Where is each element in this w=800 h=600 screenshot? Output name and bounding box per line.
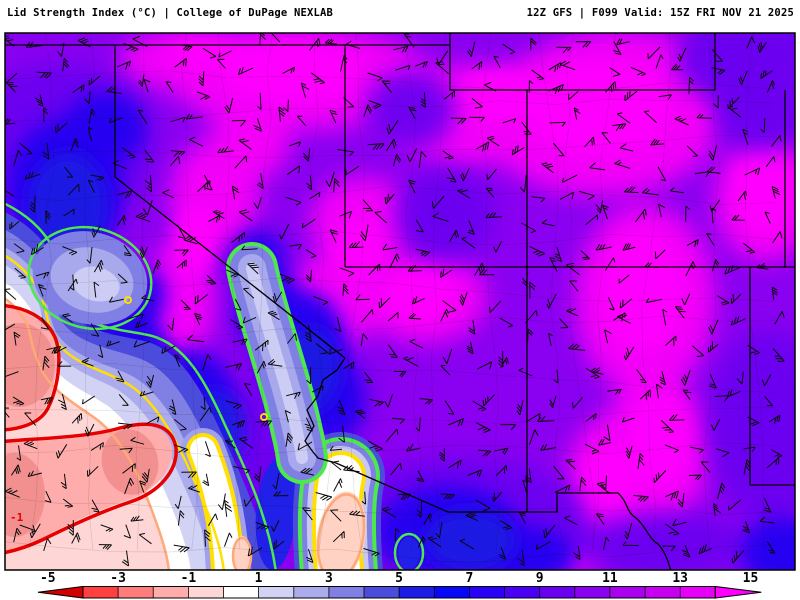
colorbar-left-arrow: [37, 585, 84, 599]
contour-label-minus-1: -1: [10, 511, 24, 524]
small-green-loop: [393, 532, 425, 570]
colorbar-segment: [328, 586, 365, 598]
colorbar-segment: [434, 586, 470, 598]
colorbar-segment: [680, 586, 716, 598]
colorbar-tick-label: 7: [465, 571, 473, 586]
page-title: Lid Strength Index (°C) | College of DuP…: [7, 7, 334, 19]
colorbar-segment: [223, 586, 259, 598]
colorbar-right-arrow: [714, 585, 762, 599]
colorbar-tick-label: 5: [395, 571, 403, 586]
colorbar-tick-label: -5: [40, 571, 56, 586]
colorbar-segment: [188, 586, 224, 598]
colorbar-tick-label: 11: [602, 571, 618, 586]
state-borders-layer: [5, 33, 795, 570]
colorbar: -5 -3 -1 1 3 5 7 9 11 13 15: [37, 571, 762, 599]
lsi-fill-field: -1: [5, 33, 795, 570]
colorbar-tick-label: 9: [536, 571, 544, 586]
colorbar-segment: [258, 586, 295, 598]
colorbar-segment: [364, 586, 400, 598]
colorbar-segment: [539, 586, 576, 598]
red-minus1-contours: [5, 303, 178, 555]
colorbar-segment: [504, 586, 540, 598]
yellow-minimum-dot: [260, 413, 268, 421]
valley-a-band: [181, 428, 250, 570]
ridge-deep-blue: [255, 458, 297, 570]
county-borders-layer: [5, 33, 776, 563]
colorbar-tick-label: 3: [325, 571, 333, 586]
colorbar-segment: [469, 586, 505, 598]
wind-barbs-layer: [5, 33, 785, 567]
model-valid-time: 12Z GFS | F099 Valid: 15Z FRI NOV 21 202…: [526, 7, 794, 19]
nw-nevada-minimum-oval: [27, 225, 153, 331]
colorbar-tick-label: -1: [181, 571, 197, 586]
map-frame: [4, 32, 796, 571]
valley-a-warm-blob: [232, 536, 252, 570]
colorbar-segment: [83, 586, 119, 598]
colorbar-segment: [645, 586, 681, 598]
valley-a-orange-ring: [231, 536, 253, 570]
colorbar-tick-label: 13: [672, 571, 688, 586]
colorbar-segment: [293, 586, 330, 598]
colorbar-segment: [609, 586, 646, 598]
colorbar-segment: [574, 586, 611, 598]
colorbar-tick-label: -3: [110, 571, 126, 586]
colorbar-outline: [82, 586, 716, 599]
colorbar-tick-label: 15: [743, 571, 759, 586]
colorbar-tick-label: 1: [255, 571, 263, 586]
colorbar-segment: [118, 586, 154, 598]
valley-b-orange-ring: [316, 493, 366, 570]
colorbar-segment: [399, 586, 435, 598]
colorbar-segment: [153, 586, 189, 598]
